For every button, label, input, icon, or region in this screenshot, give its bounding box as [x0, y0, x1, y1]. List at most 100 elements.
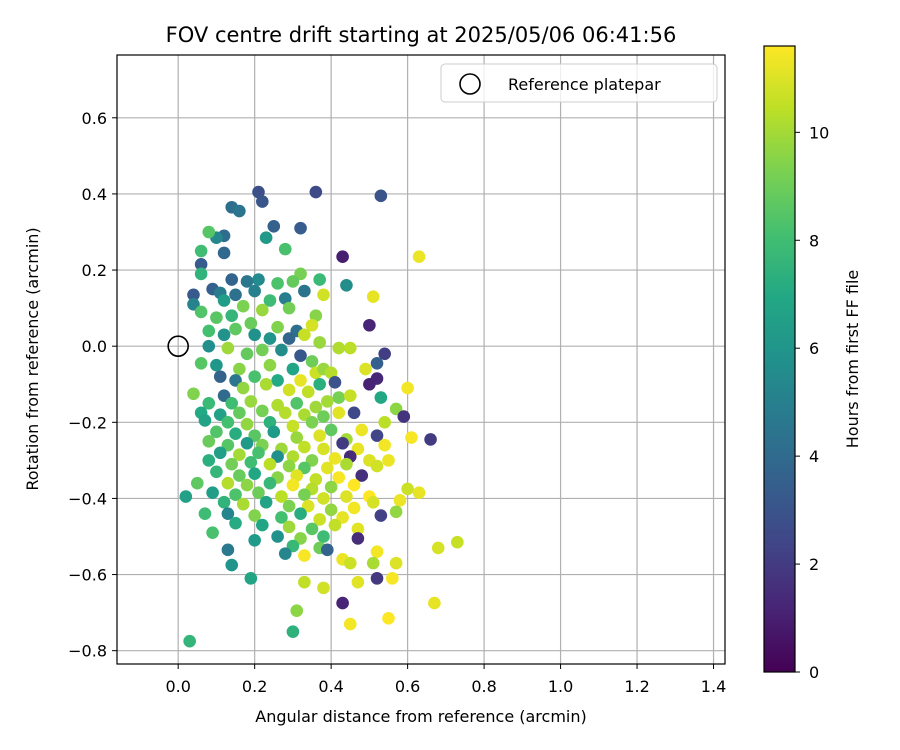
plot-frame	[116, 54, 726, 665]
scatter-point	[263, 358, 277, 372]
scatter-point	[263, 476, 277, 490]
scatter-point	[210, 465, 223, 479]
scatter-point	[210, 425, 223, 439]
scatter-point	[294, 507, 307, 520]
x-tick-label: 1.2	[624, 677, 649, 696]
scatter-point	[290, 604, 304, 618]
scatter-point	[397, 410, 411, 423]
scatter-point	[236, 497, 250, 511]
scatter-point	[282, 332, 296, 345]
scatter-point	[290, 431, 304, 444]
legend: Reference platepar	[440, 63, 718, 103]
scatter-point	[252, 273, 265, 286]
scatter-point	[271, 277, 284, 290]
scatter-point	[263, 294, 277, 307]
scatter-point	[229, 516, 242, 530]
scatter-point	[256, 404, 269, 418]
scatter-point	[256, 195, 269, 208]
scatter-point	[286, 275, 300, 288]
scatter-point	[221, 476, 235, 490]
scatter-point	[412, 486, 426, 500]
x-ticks: 0.0 0.2 0.4 0.6 0.8 1.0 1.2 1.4	[165, 664, 726, 696]
scatter-point	[252, 446, 265, 460]
scatter-point	[378, 438, 391, 452]
scatter-point	[275, 511, 288, 524]
scatter-point	[321, 461, 334, 475]
y-axis-label: Rotation from reference (arcmin)	[23, 227, 42, 490]
reference-platepar-marker	[167, 335, 189, 357]
scatter-point	[286, 625, 300, 638]
scatter-point	[244, 317, 258, 330]
scatter-point	[378, 416, 391, 429]
scatter-point	[217, 294, 231, 307]
y-tick-label: −0.2	[68, 413, 107, 432]
scatter-point	[256, 303, 269, 317]
scatter-point	[347, 478, 361, 492]
scatter-point	[298, 440, 311, 454]
scatter-point	[386, 572, 399, 585]
scatter-point	[263, 332, 277, 345]
scatter-point	[233, 406, 246, 420]
scatter-point	[263, 416, 277, 429]
scatter-point	[351, 442, 365, 456]
scatter-point	[256, 518, 269, 532]
scatter-point	[294, 349, 307, 362]
scatter-point	[248, 328, 261, 342]
scatter-point	[324, 423, 338, 437]
scatter-point	[412, 250, 426, 264]
scatter-point	[275, 343, 288, 357]
scatter-point	[202, 339, 216, 353]
scatter-point	[347, 406, 361, 420]
y-tick-label: −0.4	[68, 489, 107, 508]
x-tick-label: 0.8	[471, 677, 496, 696]
scatter-point	[428, 596, 441, 610]
legend-marker-icon	[459, 73, 481, 95]
scatter-point	[213, 370, 227, 383]
scatter-point	[221, 543, 235, 557]
legend-box	[440, 63, 718, 103]
scatter-point	[351, 532, 365, 545]
scatter-point	[225, 309, 239, 323]
scatter-point	[233, 362, 246, 376]
colorbar: 0 2 4 6 8 10 Hours from first FF file	[763, 45, 862, 682]
scatter-point	[286, 539, 300, 553]
scatter-point	[294, 374, 307, 387]
colorbar-tick-label: 0	[809, 663, 819, 682]
scatter-point	[271, 530, 284, 543]
scatter-point	[298, 488, 311, 501]
scatter-point	[271, 450, 284, 463]
scatter-point	[431, 541, 445, 555]
scatter-point	[248, 467, 261, 480]
scatter-point	[370, 357, 384, 370]
scatter-point	[298, 408, 311, 421]
scatter-point	[389, 402, 403, 416]
x-tick-label: 0.6	[395, 677, 420, 696]
scatter-point	[313, 429, 326, 442]
scatter-point	[328, 518, 342, 532]
scatter-point	[278, 406, 292, 420]
scatter-point	[233, 204, 246, 218]
scatter-point	[213, 408, 227, 421]
scatter-point	[252, 185, 265, 199]
scatter-point	[221, 507, 235, 520]
x-axis-label: Angular distance from reference (arcmin)	[255, 707, 586, 726]
scatter-point	[378, 347, 391, 361]
scatter-point	[336, 436, 349, 450]
scatter-point	[179, 490, 193, 503]
scatter-point	[298, 461, 311, 475]
scatter-point	[271, 398, 284, 412]
scatter-point	[309, 185, 323, 199]
grid	[117, 55, 725, 664]
scatter-point	[363, 318, 376, 332]
scatter-point	[324, 480, 338, 494]
scatter-point	[343, 617, 357, 631]
scatter-point	[359, 362, 372, 376]
scatter-point	[290, 469, 304, 482]
scatter-point	[271, 320, 284, 334]
scatter-point	[213, 446, 227, 460]
scatter-point	[332, 391, 346, 404]
scatter-point	[374, 509, 388, 522]
scatter-point	[233, 469, 246, 482]
scatter-point	[244, 395, 258, 408]
scatter-point	[217, 495, 231, 509]
